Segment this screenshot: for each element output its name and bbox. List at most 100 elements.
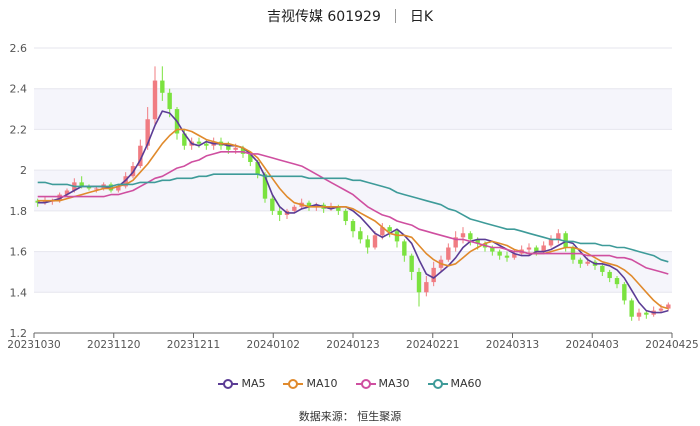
candle-body xyxy=(116,186,121,191)
candle xyxy=(622,282,627,305)
x-tick-label: 20240123 xyxy=(326,339,379,351)
candle-body xyxy=(468,233,473,240)
legend-item-ma60[interactable]: MA60 xyxy=(427,377,482,390)
candle-body xyxy=(182,133,187,146)
candle xyxy=(387,225,392,238)
candle-body xyxy=(262,174,268,199)
legend-marker-icon xyxy=(355,379,376,389)
legend-marker-icon xyxy=(283,379,304,389)
candle xyxy=(350,219,356,238)
candle xyxy=(644,310,649,319)
y-tick-label: 1.8 xyxy=(10,205,28,218)
period-label: 日K xyxy=(409,9,434,25)
candle-body xyxy=(94,188,99,190)
candle xyxy=(409,253,414,281)
candle xyxy=(468,231,473,246)
title-separator xyxy=(394,9,396,23)
candle-body xyxy=(497,251,502,256)
legend-marker-icon xyxy=(427,379,448,389)
legend: MA5 MA10 MA30 MA60 xyxy=(0,377,700,390)
candle-body xyxy=(86,186,92,189)
candle-body xyxy=(167,92,172,110)
x-tick-label: 20240403 xyxy=(566,339,619,351)
x-tick-label: 20240425 xyxy=(645,339,698,351)
candle-body xyxy=(255,162,260,175)
candle-body xyxy=(226,145,231,150)
data-source: 数据来源： 恒生聚源 xyxy=(298,410,402,423)
candle-body xyxy=(416,271,422,293)
candle xyxy=(424,276,429,297)
candle-body xyxy=(629,300,634,317)
candle-body xyxy=(152,80,158,120)
y-axis: 1.2 1.4 1.6 1.8 2 2.2 2.4 2.6 xyxy=(10,42,28,340)
candle-body xyxy=(380,227,385,236)
candle-body xyxy=(145,119,150,146)
candle-body xyxy=(160,80,165,93)
candle-body xyxy=(350,221,356,232)
legend-item-ma30[interactable]: MA30 xyxy=(355,377,410,390)
legend-item-ma5[interactable]: MA5 xyxy=(218,377,265,390)
candle-body xyxy=(578,259,583,264)
x-tick-label: 20231030 xyxy=(7,339,60,351)
grid-band xyxy=(34,251,672,293)
candle xyxy=(460,227,466,244)
candle-body xyxy=(409,255,414,272)
kline-chart: 1.21.41.61.822.22.42.6 20231030 20231120 2… xyxy=(7,42,698,351)
candle-body xyxy=(504,255,510,258)
candle-body xyxy=(607,271,612,279)
candle-body xyxy=(292,206,297,211)
x-tick-label: 20240102 xyxy=(247,339,300,351)
candle-body xyxy=(108,184,114,191)
candle xyxy=(431,261,436,287)
legend-label: MA30 xyxy=(378,377,410,390)
candle xyxy=(666,302,671,311)
candle xyxy=(277,206,282,222)
candle xyxy=(343,208,348,226)
candle-body xyxy=(306,202,312,207)
candle-body xyxy=(600,265,605,272)
candle-body xyxy=(585,261,590,264)
grid-bands xyxy=(34,88,672,293)
candle-body xyxy=(314,204,319,207)
candle-body xyxy=(622,284,627,301)
candle-body xyxy=(336,206,341,211)
candle-body xyxy=(365,239,370,248)
series-line-ma5 xyxy=(37,110,669,314)
series-line-ma60 xyxy=(37,173,669,263)
candle xyxy=(402,239,407,262)
candle xyxy=(94,186,99,193)
candle-body xyxy=(548,239,554,246)
candle xyxy=(394,229,400,248)
legend-label: MA5 xyxy=(241,377,266,390)
candle-body xyxy=(636,312,642,317)
chart-title: 吉视传媒 601929 日K xyxy=(0,6,700,26)
candle xyxy=(372,231,378,250)
candle xyxy=(629,298,634,321)
candle xyxy=(607,269,612,283)
candle-body xyxy=(64,190,70,195)
candle-body xyxy=(431,267,436,283)
candle xyxy=(548,235,554,248)
candle-body xyxy=(196,141,202,144)
candle-body xyxy=(79,182,84,187)
y-tick-label: 1.6 xyxy=(10,246,28,259)
candle xyxy=(446,243,451,262)
y-tick-label: 2 xyxy=(20,164,27,177)
x-tick-label: 20240221 xyxy=(406,339,459,351)
candle-body xyxy=(424,282,429,293)
candle-body xyxy=(460,233,466,238)
candle-body xyxy=(204,143,209,146)
candle-body xyxy=(358,231,363,240)
candle-body xyxy=(446,247,451,260)
y-tick-label: 2.4 xyxy=(10,83,28,96)
candle xyxy=(108,182,114,193)
legend-item-ma10[interactable]: MA10 xyxy=(283,377,338,390)
candle-body xyxy=(490,247,495,252)
candle xyxy=(152,66,158,126)
candle-body xyxy=(666,304,671,309)
candle-body xyxy=(387,227,392,232)
candle xyxy=(35,198,40,207)
candle-body xyxy=(394,231,400,242)
legend-label: MA60 xyxy=(450,377,482,390)
